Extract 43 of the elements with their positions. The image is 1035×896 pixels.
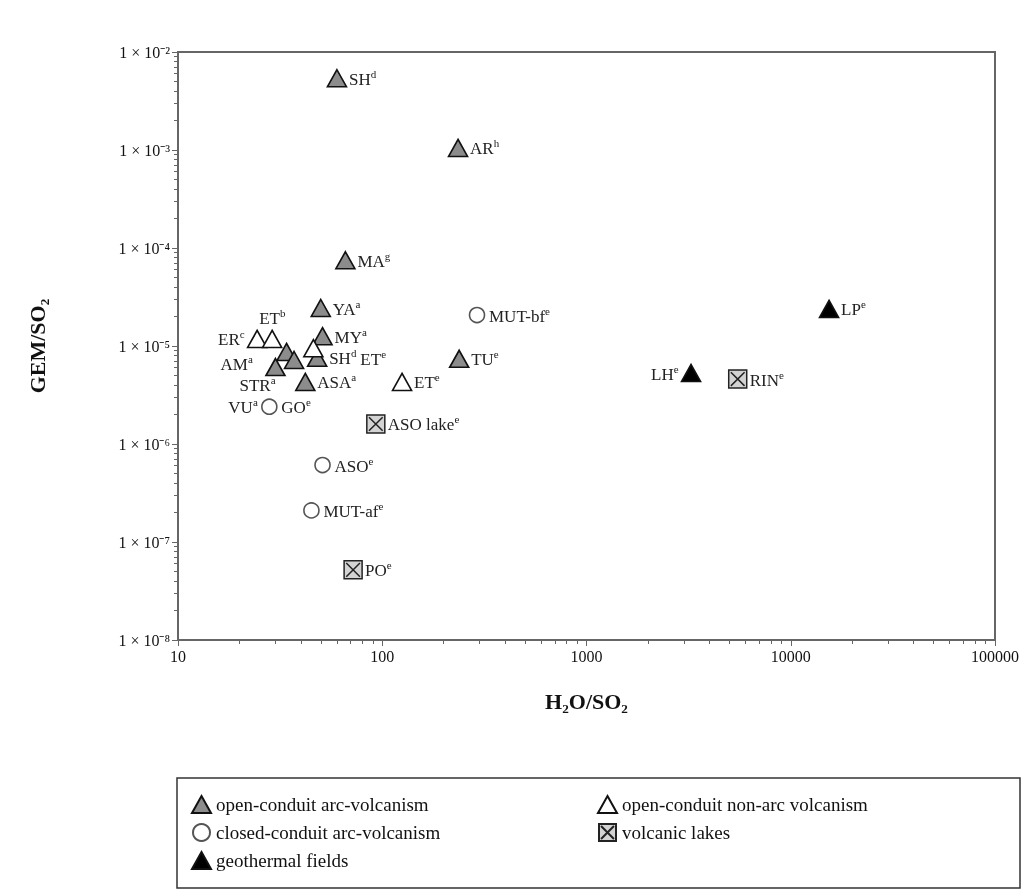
annotation: SH$^{d}$ [329, 347, 357, 368]
annotation: ET$^{e}$ [414, 371, 440, 393]
annotation: LP$^{e}$ [841, 298, 866, 320]
x-tick-label: 100000 [971, 647, 1019, 665]
x-tick-label: 1000 [570, 647, 603, 665]
y-tick-label: 1 × 10⁻⁵ [118, 337, 170, 355]
annotation: SH$^{d}$ [348, 67, 377, 89]
y-tick-label: 1 × 10⁻³ [119, 141, 171, 159]
annotation: ASA$^{a}$ [317, 371, 357, 393]
legend-label: volcanic lakes [622, 822, 731, 843]
y-tick-label: 1 × 10⁻⁸ [118, 631, 170, 649]
annotation: AM$^{a}$ [220, 352, 253, 374]
y-tick-label: 1 × 10⁻⁴ [118, 239, 171, 257]
annotation: ASO lake$^{e}$ [387, 413, 460, 435]
annotation: AR$^{h}$ [470, 137, 500, 159]
y-tick-label: 1 × 10⁻⁶ [118, 435, 170, 453]
annotation: ET$^{b}$ [259, 306, 286, 328]
annotation: ER$^{c}$ [218, 328, 245, 350]
annotation: PO$^{e}$ [365, 559, 392, 580]
legend-label: closed-conduit arc-volcanism [216, 822, 441, 843]
annotation: MUT-af$^{e}$ [323, 499, 384, 521]
annotation: MA$^{g}$ [357, 249, 391, 271]
y-tick-label: 1 × 10⁻⁷ [118, 533, 170, 551]
y-tick-label: 1 × 10⁻² [119, 43, 171, 61]
x-tick-label: 100 [370, 647, 395, 665]
x-tick-label: 10 [170, 647, 186, 665]
x-axis-title: H₂O/SO₂ [545, 688, 629, 714]
legend-label: open-conduit arc-volcanism [216, 794, 429, 815]
y-axis-title: GEM/SO₂ [24, 298, 50, 394]
annotation: YA$^{a}$ [332, 297, 361, 319]
legend-label: geothermal fields [216, 850, 349, 871]
annotation: STR$^{a}$ [239, 374, 276, 395]
legend-label: open-conduit non-arc volcanism [622, 794, 869, 815]
annotation: MUT-bf$^{e}$ [489, 304, 550, 326]
annotation: MY$^{a}$ [334, 325, 367, 347]
annotation: LH$^{e}$ [651, 362, 679, 384]
annotation: ET$^{e}$ [360, 347, 387, 369]
x-tick-label: 10000 [770, 647, 811, 665]
annotation: VU$^{a}$ [228, 396, 258, 417]
annotation: RIN$^{e}$ [749, 368, 784, 390]
annotation: ASO$^{e}$ [334, 454, 374, 476]
annotation: TU$^{e}$ [471, 348, 499, 369]
annotation: GO$^{e}$ [281, 396, 311, 417]
